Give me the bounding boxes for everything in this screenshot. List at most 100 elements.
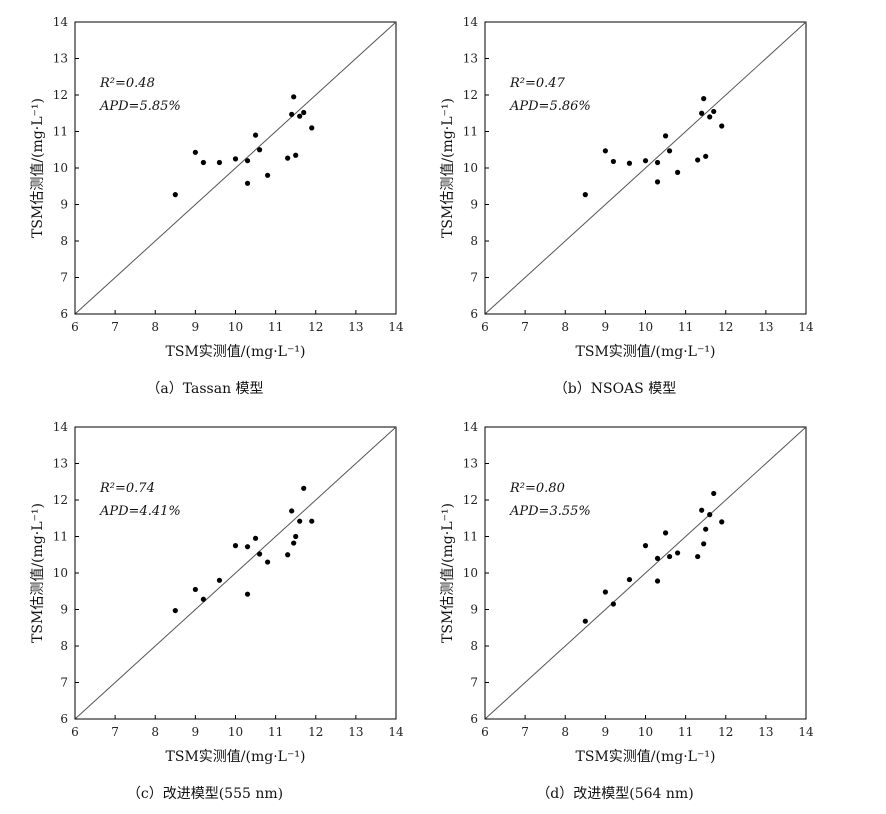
data-point [711,490,717,497]
data-point [654,555,661,561]
data-point [172,607,178,614]
reference-line [484,21,807,315]
x-tick-label: 13 [348,725,363,739]
reference-line [74,426,397,720]
y-axis-label: TSM估测值/(mg·L⁻¹) [440,98,456,238]
x-tick-label: 12 [718,320,733,334]
data-point [192,586,198,593]
data-point [252,535,259,541]
y-tick-label: 13 [53,457,68,471]
apd-label: APD=5.85% [99,99,181,114]
data-point [666,148,673,154]
figure-caption: （c）改进模型(555 nm) [126,786,284,802]
x-tick-label: 10 [228,320,243,334]
x-tick-label: 9 [602,320,610,334]
y-tick-label: 6 [470,712,478,726]
x-tick-label: 12 [308,320,323,334]
data-point [301,109,307,116]
x-tick-label: 7 [521,725,529,739]
scatter-svg: 6 7 8 9 10 11 12 13 14 6 7 8 9 10 11 12 13 14 R²=0.80 APD=3… [440,420,814,765]
data-point [642,158,649,164]
data-point [582,618,588,624]
x-tick-label: 8 [151,320,159,334]
y-tick-label: 9 [470,198,478,212]
data-point [200,159,206,166]
data-point [654,179,661,185]
y-tick-label: 11 [463,125,478,139]
x-tick-label: 8 [561,725,569,739]
chart-panel-d: 6 7 8 9 10 11 12 13 14 6 7 8 9 10 11 12 13 14 R²=0.80 APD=3… [410,405,820,814]
data-point [289,111,295,117]
figure-caption: （a）Tassan 模型 [146,381,264,397]
data-point [701,96,707,102]
data-point [695,553,701,560]
data-point [719,123,725,129]
figure-caption: （d）改进模型(564 nm) [536,786,694,802]
y-tick-label: 11 [53,530,68,544]
x-tick-label: 14 [798,320,814,334]
data-point [192,149,198,155]
figure-caption: （b）NSOAS 模型 [553,381,677,397]
data-point [703,526,709,532]
y-tick-label: 11 [53,125,68,139]
x-tick-label: 12 [308,725,323,739]
scatter-svg: 6 7 8 9 10 11 12 13 14 6 7 8 9 10 11 12 13 14 R²=0.47 APD=5… [440,15,814,360]
x-tick-label: 14 [388,320,404,334]
x-tick-label: 11 [678,320,693,334]
x-tick-label: 10 [228,725,243,739]
data-point [602,148,608,154]
y-axis-label: TSM估测值/(mg·L⁻¹) [30,98,46,238]
chart-panel-c: 6 7 8 9 10 11 12 13 14 6 7 8 9 10 11 12 13 14 R²=0.74 APD=4… [0,405,410,814]
data-point [200,596,206,602]
data-point [291,94,297,100]
data-point [675,550,681,556]
chart-panel-b: 6 7 8 9 10 11 12 13 14 6 7 8 9 10 11 12 13 14 R²=0.47 APD=5… [410,0,820,409]
y-tick-label: 7 [470,271,478,285]
data-point [699,507,705,513]
x-tick-label: 13 [758,725,773,739]
y-tick-label: 6 [60,307,68,321]
data-point [232,156,239,162]
data-point [244,591,251,597]
r2-label: R²=0.74 [99,481,155,496]
y-tick-label: 14 [53,420,69,434]
y-tick-label: 11 [463,530,478,544]
y-tick-label: 12 [53,88,68,102]
apd-label: APD=3.55% [509,504,591,519]
y-tick-label: 7 [60,676,68,690]
y-axis-label: TSM估测值/(mg·L⁻¹) [440,503,456,643]
y-tick-label: 8 [470,639,478,653]
y-tick-label: 6 [470,307,478,321]
data-point [309,125,315,131]
data-point [244,180,251,186]
data-point [293,152,299,158]
y-tick-label: 14 [463,420,479,434]
x-tick-label: 8 [561,320,569,334]
x-axis-label: TSM实测值/(mg·L⁻¹) [166,749,306,765]
y-tick-label: 9 [60,603,68,617]
y-tick-label: 10 [463,566,478,580]
y-tick-label: 8 [470,234,478,248]
data-point [256,147,263,153]
y-tick-label: 10 [53,161,68,175]
data-point [232,543,239,549]
data-point [297,113,303,119]
data-point [610,158,616,165]
scatter-svg: 6 7 8 9 10 11 12 13 14 6 7 8 9 10 11 12 13 14 R²=0.74 APD=4… [30,420,404,765]
x-tick-label: 14 [388,725,404,739]
y-tick-label: 8 [60,234,68,248]
y-tick-label: 12 [463,88,478,102]
x-tick-label: 11 [268,725,283,739]
data-point [602,589,608,595]
data-point [707,512,713,518]
data-point [244,544,251,550]
x-tick-label: 6 [481,725,489,739]
y-tick-label: 14 [463,15,479,29]
x-tick-label: 10 [638,725,653,739]
reference-line [74,21,397,315]
x-tick-label: 11 [268,320,283,334]
data-point [642,543,649,549]
y-tick-label: 13 [463,52,478,66]
data-point [666,553,673,560]
y-tick-label: 12 [463,493,478,507]
